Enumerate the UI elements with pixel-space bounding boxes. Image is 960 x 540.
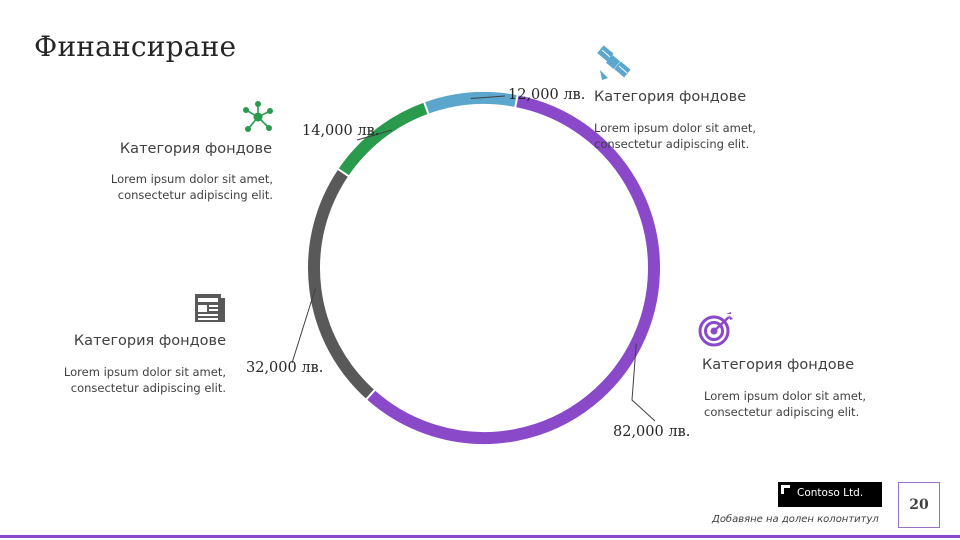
ring-separator — [422, 100, 430, 116]
category-body-line: consectetur adipiscing elit. — [704, 405, 860, 419]
target-icon — [698, 312, 733, 347]
logo-corner-mark — [781, 485, 790, 494]
leader-line-0 — [470, 95, 506, 100]
category-body-gray: Lorem ipsum dolor sit amet, consectetur … — [6, 364, 226, 396]
category-body-line: Lorem ipsum dolor sit amet, — [110, 172, 273, 186]
page-title: Финансиране — [34, 30, 237, 63]
category-body-line: Lorem ipsum dolor sit amet, — [594, 121, 757, 135]
ring-slice-1 — [366, 95, 660, 444]
category-title-gray: Категория фондове — [73, 333, 226, 349]
footer-text: Добавяне на долен колонтитул — [712, 514, 879, 525]
leader-line-2 — [291, 288, 316, 364]
category-body-purple: Lorem ipsum dolor sit amet, consectetur … — [704, 388, 924, 420]
network-icon — [243, 101, 273, 132]
ring-separator — [364, 387, 377, 402]
category-body-green: Lorem ipsum dolor sit amet, consectetur … — [53, 171, 273, 203]
logo-text: Contoso Ltd. — [797, 487, 864, 499]
page-number: 20 — [898, 482, 940, 528]
amount-label-blue: 12,000 лв. — [508, 87, 586, 103]
ring-separator — [336, 167, 351, 178]
category-body-line: Lorem ipsum dolor sit amet, — [63, 365, 226, 379]
amount-label-gray: 32,000 лв. — [246, 360, 324, 376]
ring-slice-0 — [424, 92, 518, 114]
category-title-blue: Категория фондове — [594, 89, 747, 105]
ring-slice-3 — [338, 102, 429, 177]
newspaper-icon — [195, 294, 225, 322]
satellite-icon — [597, 45, 631, 80]
ring-slice-2 — [308, 169, 375, 400]
bottom-accent-line — [0, 535, 960, 538]
category-body-blue: Lorem ipsum dolor sit amet, consectetur … — [594, 120, 814, 152]
leader-line-3 — [356, 129, 393, 141]
category-body-line: consectetur adipiscing elit. — [594, 137, 750, 151]
category-body-line: Lorem ipsum dolor sit amet, — [704, 389, 867, 403]
amount-label-purple: 82,000 лв. — [613, 424, 691, 440]
category-title-purple: Категория фондове — [702, 357, 855, 373]
company-logo: Contoso Ltd. — [778, 482, 882, 507]
ring-separator — [513, 93, 519, 110]
category-body-line: consectetur adipiscing elit. — [117, 188, 273, 202]
leader-line-1 — [631, 343, 656, 422]
amount-label-green: 14,000 лв. — [302, 123, 380, 139]
category-title-green: Категория фондове — [119, 141, 272, 157]
category-body-line: consectetur adipiscing elit. — [70, 381, 226, 395]
